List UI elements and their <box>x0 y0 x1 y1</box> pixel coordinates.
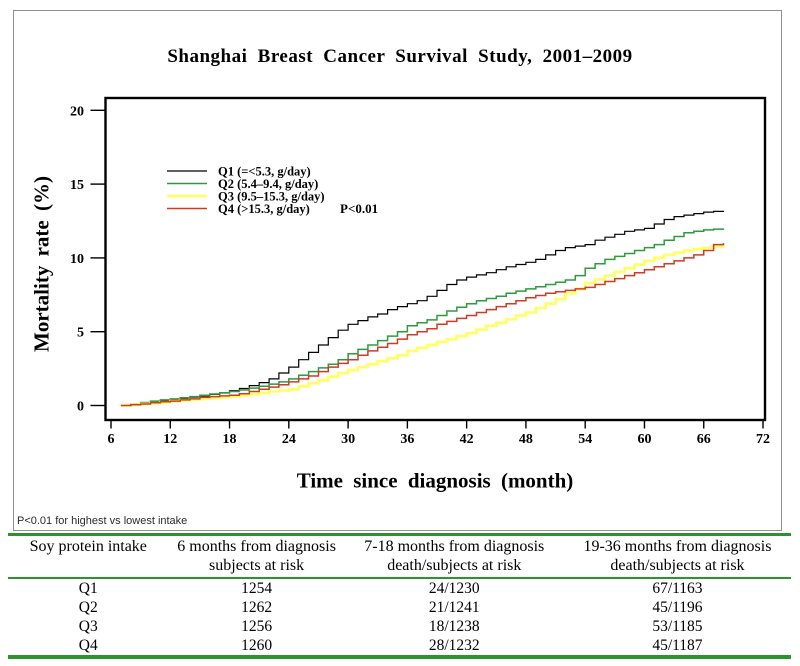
x-tick-label: 72 <box>756 432 770 447</box>
cell-death-7-18: 24/1230 <box>428 580 480 597</box>
risk-table-header-6mo: 6 months from diagnosis subjects at risk <box>168 534 345 579</box>
p-value-label: P<0.01 <box>340 201 378 216</box>
x-tick-label: 18 <box>223 432 237 447</box>
y-tick-label: 5 <box>77 326 84 341</box>
header-line2: death/subjects at risk <box>610 557 745 574</box>
cell-death-7-18: 21/1241 <box>428 599 480 616</box>
legend-label-Q3: Q3 (9.5–15.3, g/day) <box>218 190 325 204</box>
y-axis-ticks: 0 5 10 15 20 <box>70 104 106 415</box>
cell-subjects: 1254 <box>241 580 273 597</box>
x-tick-label: 60 <box>637 432 651 447</box>
header-line2: subjects at risk <box>209 557 305 574</box>
series-Q3 <box>120 245 725 407</box>
risk-table: Soy protein intake 6 months from diagnos… <box>8 533 791 659</box>
x-tick-label: 66 <box>697 432 711 447</box>
table-row: Q3 1256 18/1238 53/1185 <box>8 617 791 636</box>
x-tick-label: 24 <box>282 432 296 447</box>
table-row: Q4 1260 28/1232 45/1187 <box>8 636 791 657</box>
x-tick-label: 42 <box>460 432 474 447</box>
cell-subjects: 1262 <box>241 599 273 616</box>
x-tick-label: 12 <box>163 432 177 447</box>
survival-chart: 0 5 10 15 20 6 12 18 24 30 36 42 48 54 60 66 72 Q1 (=<5.3… <box>70 96 770 447</box>
y-tick-label: 0 <box>77 400 84 415</box>
row-label: Q2 <box>78 599 98 616</box>
plot-frame <box>104 96 767 422</box>
row-label: Q4 <box>78 637 98 654</box>
cell-death-19-36: 45/1187 <box>652 637 703 654</box>
table-row: Q1 1254 24/1230 67/1163 <box>8 578 791 598</box>
cell-death-7-18: 28/1232 <box>428 637 480 654</box>
header-line1: 19-36 months from diagnosis <box>583 538 772 555</box>
series-Q4 <box>120 243 725 407</box>
y-tick-label: 10 <box>70 252 84 267</box>
cell-death-7-18: 18/1238 <box>428 618 480 635</box>
risk-table-wrap: Soy protein intake 6 months from diagnos… <box>8 533 791 659</box>
x-tick-label: 54 <box>578 432 592 447</box>
x-tick-label: 36 <box>400 432 414 447</box>
header-line1: Soy protein intake <box>29 538 147 555</box>
table-row: Q2 1262 21/1241 45/1196 <box>8 598 791 617</box>
x-axis-ticks: 6 12 18 24 30 36 42 48 54 60 66 72 <box>108 420 770 447</box>
risk-table-header-7-18mo: 7-18 months from diagnosis death/subject… <box>344 534 564 579</box>
row-label: Q3 <box>78 618 98 635</box>
x-tick-label: 48 <box>519 432 533 447</box>
x-axis-title: Time since diagnosis (month) <box>296 468 574 493</box>
header-line2: death/subjects at risk <box>387 557 522 574</box>
legend-label-Q2: Q2 (5.4–9.4, g/day) <box>218 177 318 191</box>
header-line1: 7-18 months from diagnosis <box>364 538 545 555</box>
header-line1: 6 months from diagnosis <box>177 538 336 555</box>
series-Q2 <box>120 228 725 407</box>
cell-death-19-36: 45/1196 <box>652 599 703 616</box>
risk-table-header-intake: Soy protein intake <box>8 534 169 579</box>
cell-subjects: 1260 <box>241 637 273 654</box>
legend-label-Q4: Q4 (>15.3, g/day) <box>218 202 310 216</box>
legend-label-Q1: Q1 (=<5.3, g/day) <box>218 165 311 179</box>
cell-death-19-36: 53/1185 <box>652 618 703 635</box>
x-tick-label: 30 <box>341 432 355 447</box>
risk-table-header-row: Soy protein intake 6 months from diagnos… <box>8 534 791 579</box>
y-tick-label: 15 <box>70 178 84 193</box>
y-tick-label: 20 <box>70 104 84 119</box>
row-label: Q1 <box>78 580 98 597</box>
legend: Q1 (=<5.3, g/day)Q2 (5.4–9.4, g/day)Q3 (… <box>167 165 378 216</box>
x-tick-label: 6 <box>108 432 115 447</box>
cell-death-19-36: 67/1163 <box>652 580 703 597</box>
cell-subjects: 1256 <box>241 618 273 635</box>
footnote-text: P<0.01 for highest vs lowest intake <box>17 515 188 527</box>
series-Q1 <box>120 210 725 407</box>
risk-table-header-19-36mo: 19-36 months from diagnosis death/subjec… <box>563 534 791 579</box>
chart-title: Shanghai Breast Cancer Survival Study, 2… <box>167 46 633 67</box>
